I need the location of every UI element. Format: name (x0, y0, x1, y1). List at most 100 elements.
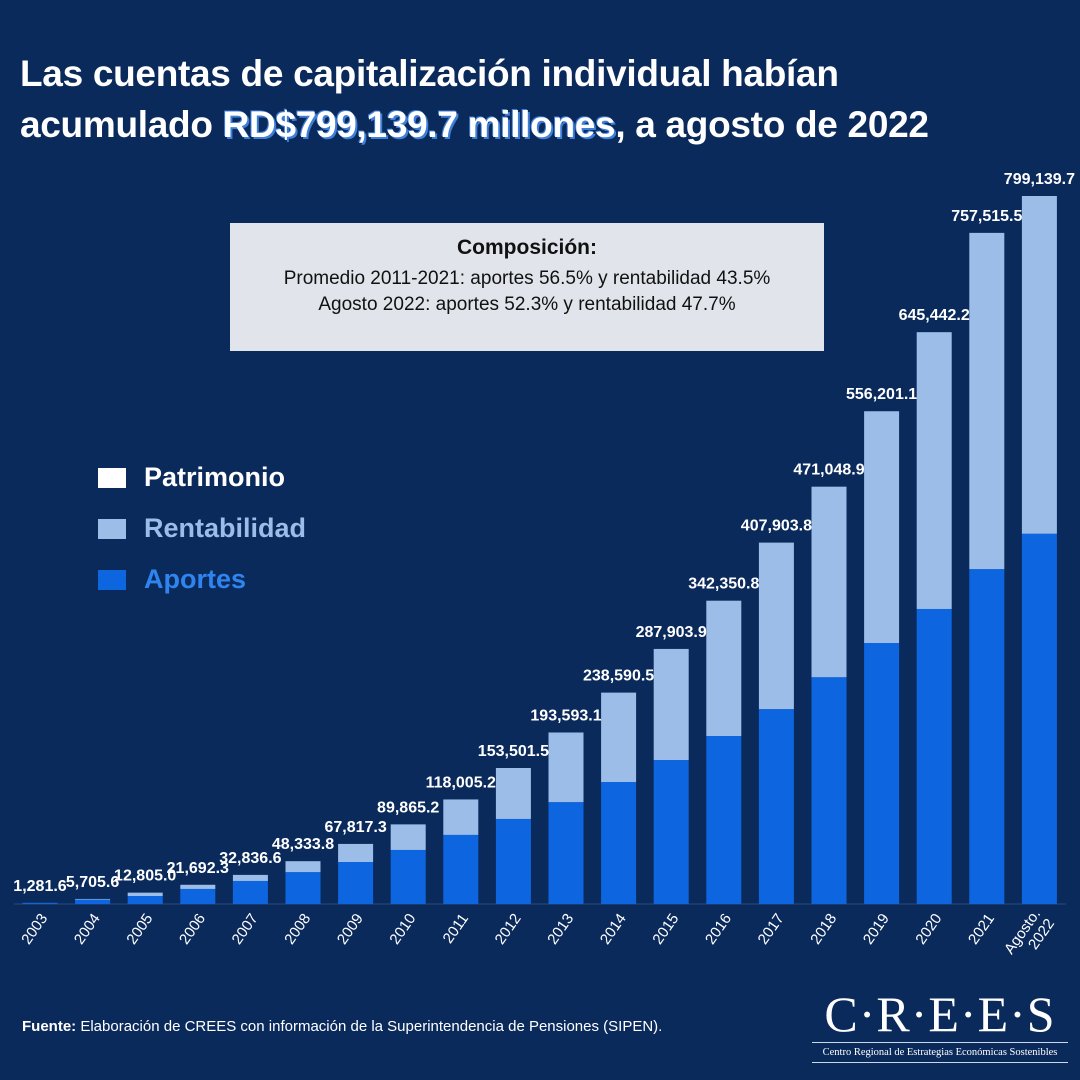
data-label: 471,048.9 (793, 462, 864, 479)
legend-swatch (98, 569, 126, 590)
x-tick-label: 2009 (334, 911, 367, 948)
legend-patrimonio: Patrimonio (98, 452, 306, 503)
data-label: 89,865.2 (377, 799, 439, 816)
bar-aportes (758, 709, 794, 904)
data-label: 193,593.1 (530, 707, 601, 724)
data-label: 407,903.8 (741, 518, 812, 535)
legend-label: Aportes (144, 564, 247, 594)
bar-rentabilidad (285, 861, 321, 873)
bar-aportes (180, 888, 216, 904)
chart-title: Las cuentas de capitalización individual… (20, 48, 929, 150)
data-label: 238,590.5 (583, 668, 654, 685)
bar-rentabilidad (180, 884, 216, 889)
bar-aportes (285, 872, 321, 904)
data-label: 32,836.6 (219, 850, 281, 867)
x-tick-label: 2016 (702, 911, 735, 948)
bar-rentabilidad (1021, 196, 1057, 534)
x-tick-label: 2015 (649, 911, 682, 948)
x-tick-label: 2007 (229, 911, 262, 948)
x-tick-label: 2019 (860, 911, 893, 948)
legend-rentabilidad: Rentabilidad (98, 503, 306, 554)
title-line-1: Las cuentas de capitalización individual… (20, 53, 839, 94)
data-label: 21,692.3 (167, 860, 229, 877)
title-text-end: , a agosto de 2022 (615, 104, 929, 145)
title-line-2: acumulado RD$799,139.7 millones, a agost… (20, 99, 929, 150)
x-tick-label: 2004 (71, 911, 104, 948)
bar-rentabilidad (706, 600, 742, 737)
bar-aportes (916, 608, 952, 904)
legend-swatch (98, 467, 126, 488)
composition-heading: Composición: (457, 236, 597, 259)
data-label: 645,442.2 (899, 307, 970, 324)
x-tick-label: 2006 (176, 911, 209, 948)
bar-rentabilidad (969, 232, 1005, 570)
legend-aportes: Aportes (98, 554, 306, 605)
x-tick-label: 2003 (18, 911, 51, 948)
title-highlight: RD$799,139.7 millones (222, 104, 616, 145)
x-tick-label: 2011 (440, 911, 472, 947)
legend-swatch (98, 518, 126, 539)
data-label: 556,201.1 (846, 386, 917, 403)
bar-aportes (1021, 533, 1057, 904)
bar-aportes (601, 782, 637, 904)
data-label: 5,705.6 (66, 874, 119, 891)
bar-aportes (127, 896, 163, 904)
bar-aportes (548, 802, 584, 904)
source-label: Fuente: (22, 1018, 77, 1035)
data-label: 1,281.6 (13, 878, 66, 895)
data-label: 12,805.0 (114, 868, 176, 885)
x-tick-label: 2018 (807, 911, 840, 948)
data-label: 67,817.3 (324, 819, 386, 836)
bar-aportes (443, 834, 479, 904)
bar-rentabilidad (758, 542, 794, 710)
bar-aportes (22, 902, 58, 904)
bar-aportes (653, 760, 689, 904)
bar-rentabilidad (548, 732, 584, 803)
x-tick-label: 2017 (755, 911, 788, 948)
bar-rentabilidad (916, 332, 952, 609)
x-tick-label: 2008 (281, 911, 314, 948)
title-text: acumulado (20, 104, 223, 145)
bar-aportes (75, 899, 111, 904)
data-label: 118,005.2 (426, 774, 496, 791)
bar-aportes (390, 849, 426, 904)
data-label: 757,515.5 (951, 208, 1022, 225)
bar-rentabilidad (443, 799, 479, 835)
bar-rentabilidad (601, 692, 637, 783)
legend-label: Rentabilidad (144, 513, 307, 543)
source-note: Fuente: Elaboración de CREES con informa… (22, 1018, 662, 1035)
data-label: 48,333.8 (272, 836, 334, 853)
bar-aportes (969, 569, 1005, 904)
bar-aportes (495, 818, 531, 904)
bar-aportes (706, 736, 742, 904)
x-tick-label: 2021 (965, 911, 998, 948)
bar-rentabilidad (653, 648, 689, 761)
bar-aportes (232, 880, 268, 904)
bar-rentabilidad (864, 411, 900, 643)
crees-logo: C·R·E·E·S Centro Regional de Estrategias… (812, 988, 1068, 1063)
x-tick-label: 2012 (492, 911, 525, 948)
bar-aportes (864, 642, 900, 904)
composition-box: Composición: Promedio 2011-2021: aportes… (230, 223, 824, 351)
bar-rentabilidad (127, 892, 163, 897)
data-label: 153,501.5 (478, 743, 549, 760)
source-text: Elaboración de CREES con información de … (76, 1018, 663, 1035)
bar-rentabilidad (495, 768, 531, 819)
bar-rentabilidad (390, 824, 426, 850)
x-tick-label: 2010 (386, 911, 419, 948)
bar-rentabilidad (338, 843, 374, 863)
bar-aportes (811, 677, 847, 904)
data-label: 342,350.8 (688, 576, 759, 593)
data-label: 287,903.9 (636, 624, 707, 641)
x-tick-label: 2014 (597, 911, 630, 948)
x-tick-label: 2005 (123, 911, 156, 948)
composition-line-2: Agosto 2022: aportes 52.3% y rentabilida… (318, 294, 736, 315)
x-tick-label: 2013 (544, 911, 577, 948)
bar-rentabilidad (232, 874, 268, 881)
composition-line-1: Promedio 2011-2021: aportes 56.5% y rent… (283, 268, 771, 289)
bar-aportes (338, 862, 374, 904)
data-label: 799,139.7 (1004, 171, 1075, 188)
bar-rentabilidad (75, 898, 111, 900)
legend: Patrimonio Rentabilidad Aportes (98, 452, 306, 605)
